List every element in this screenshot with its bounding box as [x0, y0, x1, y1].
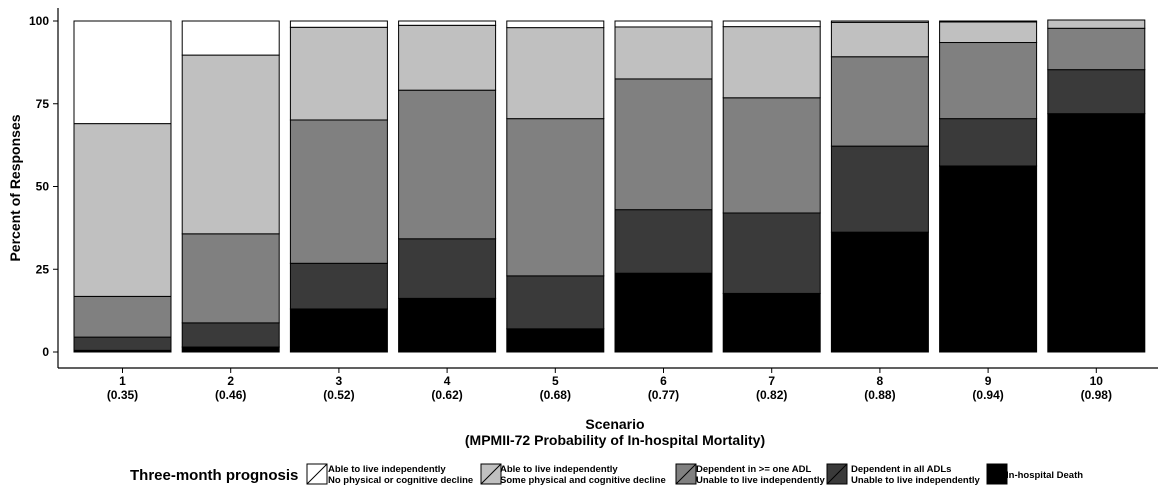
legend: Three-month prognosis Able to live indep…: [130, 463, 1083, 486]
bar-segment: [614, 272, 713, 353]
bar-segment: [289, 20, 388, 28]
legend-label-line1: Able to live independently: [328, 464, 446, 475]
x-tick-label: 7: [768, 374, 775, 388]
bar-segment: [614, 26, 713, 80]
x-tick-label: 4: [444, 374, 451, 388]
x-tick-label: 5: [552, 374, 559, 388]
legend-label-line1: In-hospital Death: [1006, 470, 1083, 481]
legend-key-slash: [675, 463, 697, 485]
x-tick-label: 2: [227, 374, 234, 388]
x-tick-sublabel: (0.52): [323, 388, 354, 402]
x-tick-sublabel: (0.94): [972, 388, 1003, 402]
bar-segment: [722, 97, 821, 214]
bar-segment: [398, 89, 497, 240]
y-tick-label: 25: [36, 262, 50, 276]
bar-segment: [181, 233, 280, 324]
legend-label-line1: Dependent in all ADLs: [851, 464, 951, 475]
x-tick-sublabel: (0.35): [107, 388, 138, 402]
legend-title: Three-month prognosis: [130, 467, 298, 484]
x-tick-sublabel: (0.98): [1081, 388, 1112, 402]
bar-segment: [289, 26, 388, 121]
legend-label-line1: Able to live independently: [500, 464, 618, 475]
bar-segment: [398, 20, 497, 26]
x-tick-sublabel: (0.77): [648, 388, 679, 402]
bar-segment: [722, 20, 821, 28]
x-tick-label: 3: [336, 374, 343, 388]
x-tick-label: 8: [877, 374, 884, 388]
bars-layer: [73, 19, 1146, 353]
x-tick-label: 6: [660, 374, 667, 388]
legend-key-slash: [826, 463, 848, 485]
legend-label-line2: Some physical and cognitive decline: [500, 475, 666, 486]
bar-segment: [506, 328, 605, 353]
bar-segment: [722, 212, 821, 294]
bar-segment: [506, 275, 605, 330]
bar-segment: [939, 21, 1038, 44]
bar-segment: [181, 20, 280, 56]
legend-key-slash: [306, 463, 328, 485]
bar-segment: [181, 54, 280, 235]
x-tick-label: 10: [1090, 374, 1104, 388]
y-ticks: 0 25 50 75 100: [29, 14, 58, 359]
bar-segment: [939, 42, 1038, 120]
bar-segment: [398, 24, 497, 91]
bar-segment: [1047, 27, 1146, 71]
bar-segment: [398, 238, 497, 299]
bar-segment: [830, 145, 929, 233]
bar-segment: [830, 21, 929, 58]
bar-segment: [830, 20, 929, 23]
bar-segment: [289, 308, 388, 353]
x-tick-label: 9: [985, 374, 992, 388]
legend-label-line2: Unable to live independently: [696, 475, 826, 486]
bar-segment: [614, 78, 713, 211]
x-ticks: 1(0.35) 2(0.46) 3(0.52) 4(0.62) 5(0.68) 6(0.7…: [107, 368, 1112, 402]
legend-key-slash: [480, 463, 502, 485]
bar-segment: [1047, 113, 1146, 353]
bar-segment: [1047, 19, 1146, 29]
bar-segment: [289, 119, 388, 264]
legend-label-line2: No physical or cognitive decline: [328, 475, 473, 486]
bar-segment: [1047, 69, 1146, 115]
bar-segment: [506, 20, 605, 29]
bar-segment: [73, 123, 172, 297]
bar-segment: [181, 346, 280, 353]
bar-segment: [506, 27, 605, 120]
y-tick-label: 50: [36, 180, 50, 194]
bar-segment: [614, 209, 713, 274]
bar-segment: [939, 20, 1038, 23]
x-axis-title-line2: (MPMII-72 Probability of In-hospital Mor…: [465, 432, 765, 448]
x-tick-sublabel: (0.68): [540, 388, 571, 402]
bar-segment: [939, 118, 1038, 167]
x-tick-label: 1: [119, 374, 126, 388]
y-tick-label: 75: [36, 97, 50, 111]
bar-segment: [506, 118, 605, 277]
bar-segment: [939, 165, 1038, 353]
bar-segment: [73, 336, 172, 351]
x-tick-sublabel: (0.62): [431, 388, 462, 402]
bar-segment: [830, 56, 929, 147]
bar-segment: [722, 26, 821, 99]
legend-key-slash: [986, 463, 1008, 485]
x-axis-title-line1: Scenario: [585, 416, 644, 432]
axis-layer: [57, 8, 1158, 369]
x-tick-sublabel: (0.46): [215, 388, 246, 402]
y-axis-title: Percent of Responses: [7, 114, 23, 261]
x-tick-sublabel: (0.82): [756, 388, 787, 402]
bar-segment: [614, 20, 713, 28]
bar-segment: [181, 322, 280, 348]
bar-segment: [722, 292, 821, 353]
bar-segment: [289, 262, 388, 310]
y-tick-label: 0: [42, 345, 49, 359]
bar-segment: [830, 231, 929, 353]
y-tick-label: 100: [29, 14, 49, 28]
bar-segment: [73, 295, 172, 338]
legend-label-line1: Dependent in >= one ADL: [696, 464, 811, 475]
bar-segment: [73, 20, 172, 125]
x-tick-sublabel: (0.88): [864, 388, 895, 402]
legend-label-line2: Unable to live independently: [851, 475, 981, 486]
bar-segment: [398, 297, 497, 353]
